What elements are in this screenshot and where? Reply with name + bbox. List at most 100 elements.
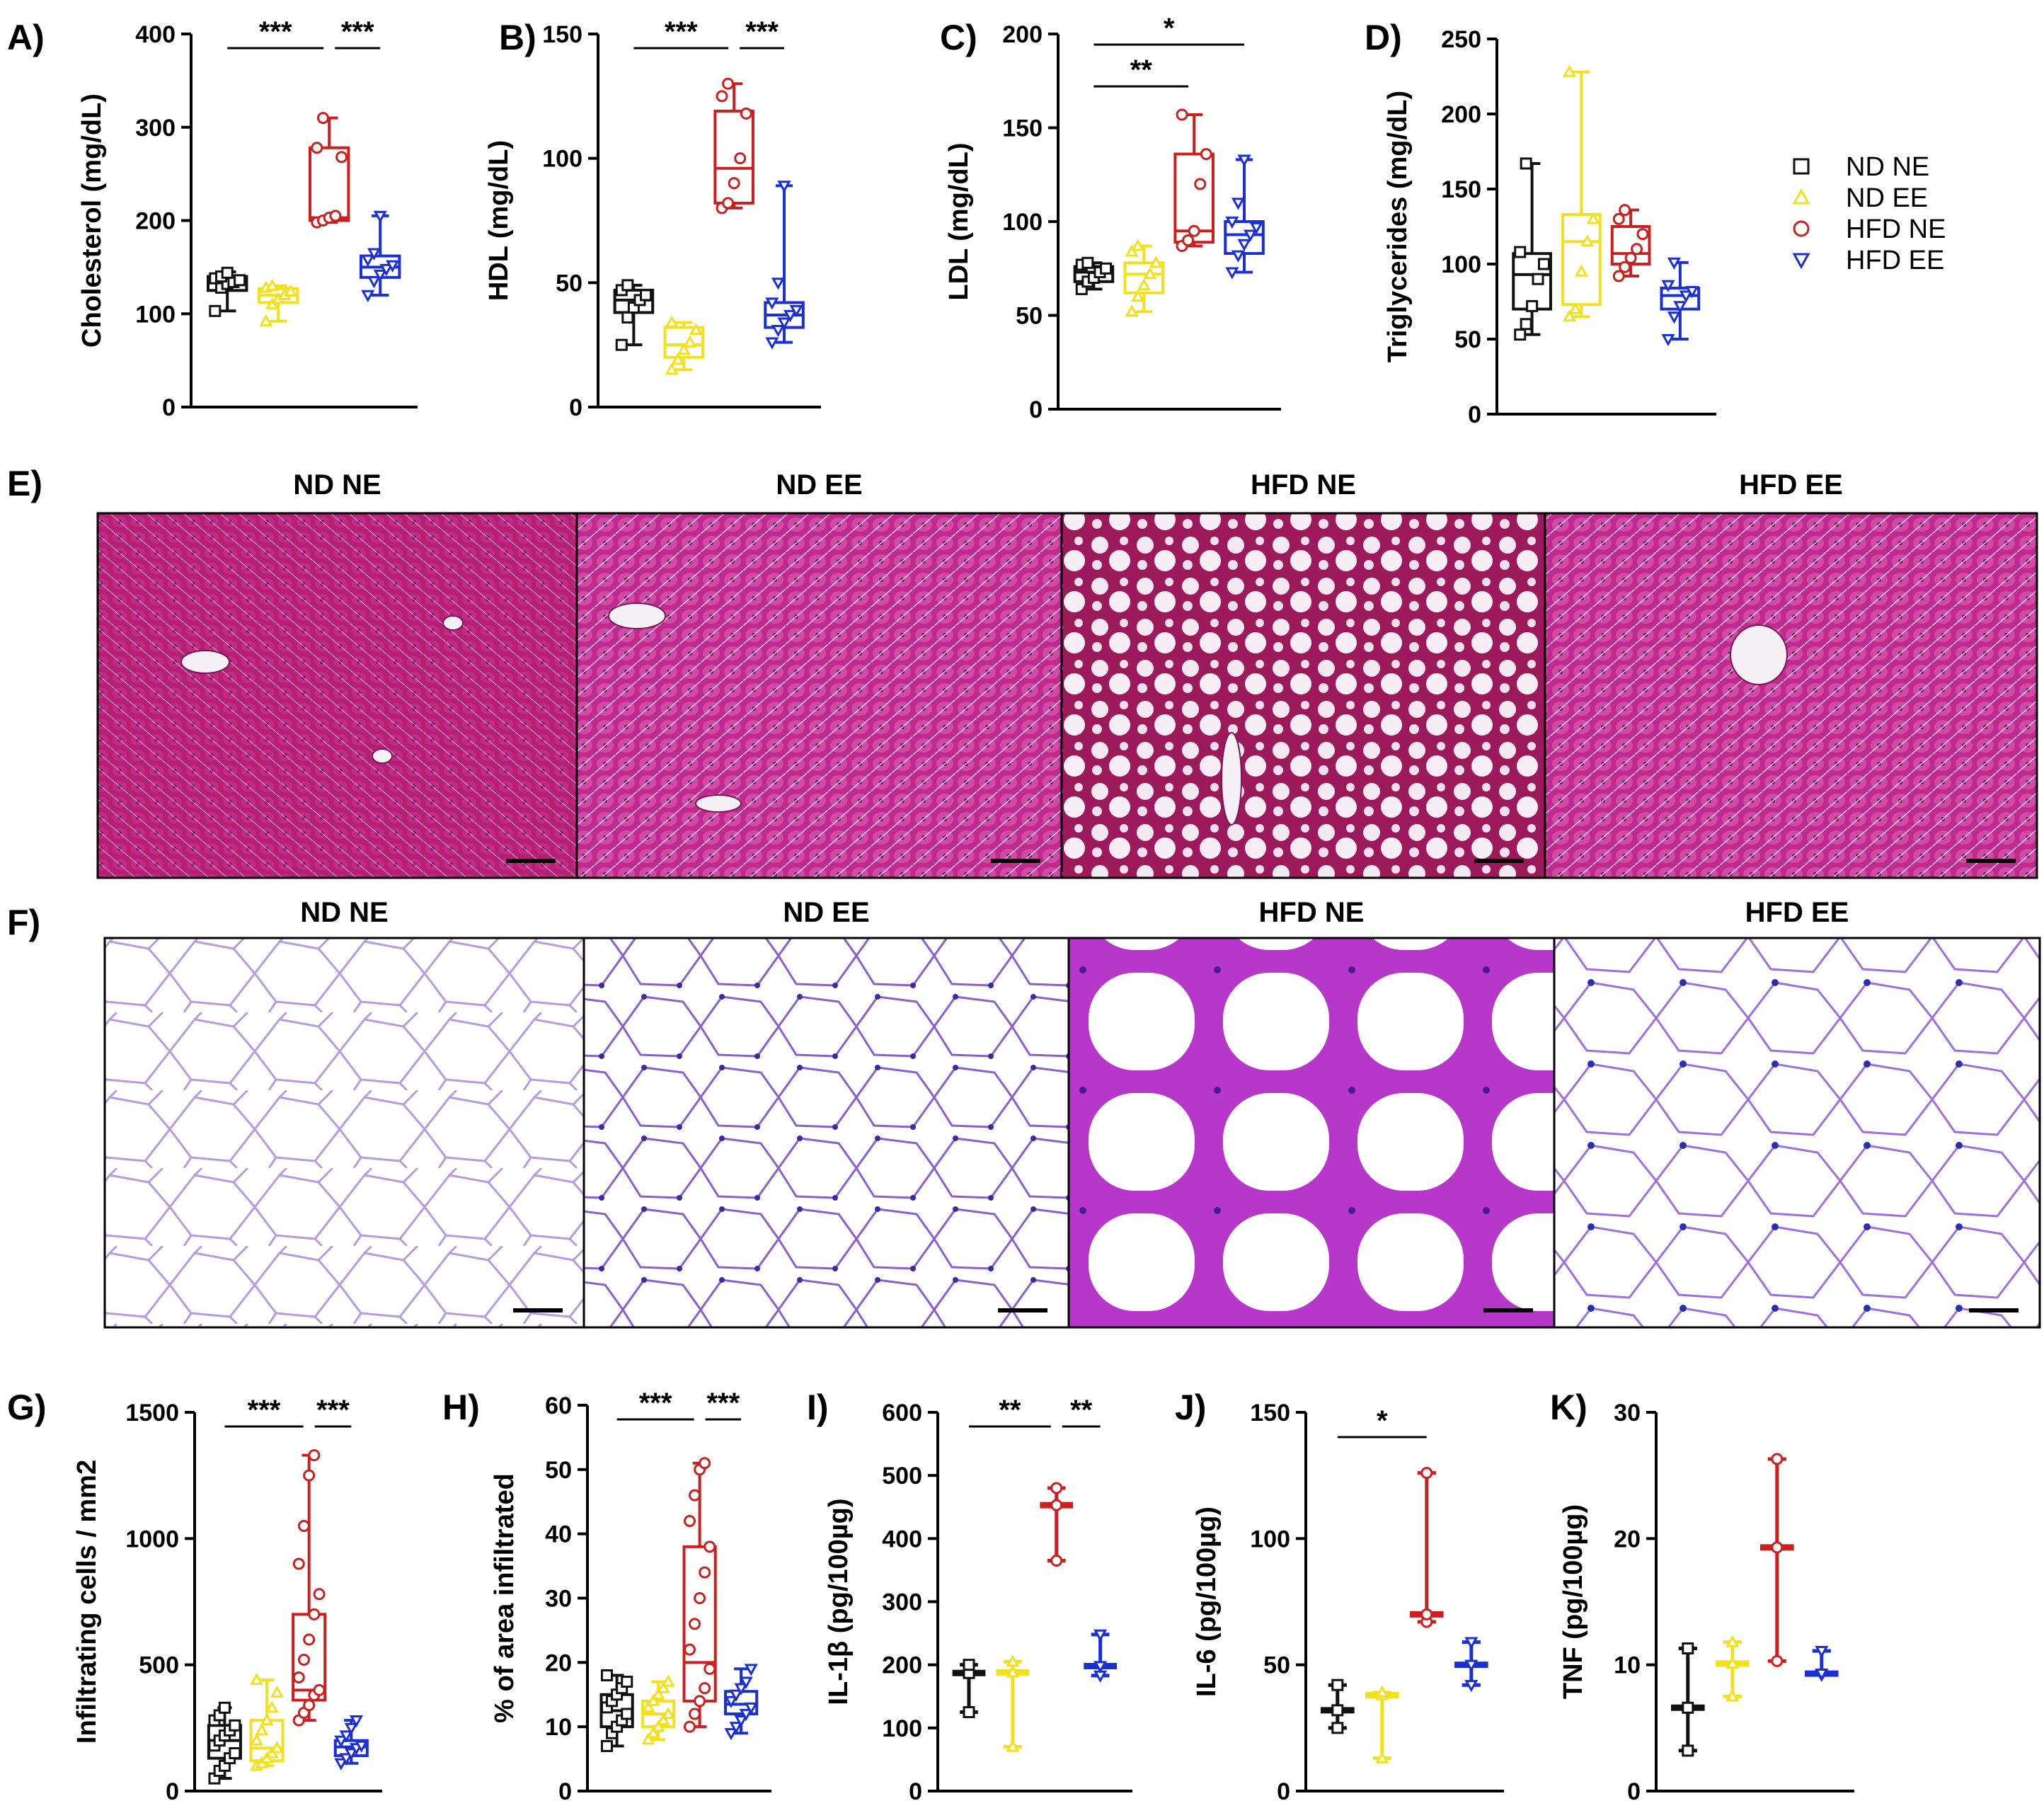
y-tick-label: 500 <box>882 1463 922 1489</box>
y-tick-label: 60 <box>545 1392 572 1419</box>
chart-panel-j: J) 0 50 100 150 IL-6 (pg/100µg) * <box>1175 1388 1504 1805</box>
data-point <box>1331 1722 1344 1734</box>
group-hfd-ee <box>1224 154 1265 280</box>
data-point <box>1771 1541 1784 1554</box>
y-tick-label: 300 <box>135 115 176 142</box>
data-point <box>600 1669 613 1681</box>
data-point <box>1815 1669 1829 1681</box>
chart-panel-i: I) 0 100 200 300 400 500 600 IL-1β (pg/100µg) ** *… <box>807 1388 1132 1805</box>
data-point <box>1726 1635 1740 1647</box>
micrograph-nd-ne <box>96 512 578 879</box>
column-title: HFD EE <box>1745 897 1849 928</box>
y-tick-label: 100 <box>1250 1526 1290 1552</box>
group-hfd-ne <box>1610 204 1651 282</box>
data-point <box>621 1708 633 1720</box>
data-point <box>367 248 381 261</box>
data-point <box>683 1643 696 1656</box>
data-point <box>716 90 728 103</box>
y-tick-label: 150 <box>1002 115 1043 142</box>
data-point <box>722 197 735 210</box>
data-point <box>963 1659 975 1671</box>
data-point <box>367 276 381 289</box>
significance-label: ** <box>1130 55 1153 86</box>
data-point <box>1100 262 1113 275</box>
data-point <box>765 337 779 350</box>
data-point <box>259 314 273 326</box>
data-point <box>1137 278 1151 291</box>
data-point <box>1188 224 1200 237</box>
y-tick-label: 10 <box>545 1714 572 1741</box>
group-hfd-ne <box>1040 1482 1074 1567</box>
data-point <box>777 181 791 193</box>
vessel-lumen <box>180 650 230 674</box>
data-point <box>640 289 653 302</box>
y-tick-label: 100 <box>542 146 582 173</box>
data-point <box>1568 302 1583 314</box>
data-point <box>704 1540 716 1553</box>
data-point <box>1420 1467 1433 1480</box>
data-point <box>1682 1642 1694 1654</box>
y-tick-label: 200 <box>882 1652 922 1679</box>
y-axis-label: Cholesterol (mg/dL) <box>77 93 107 348</box>
data-point <box>373 210 387 224</box>
y-tick-label: 0 <box>1277 1778 1290 1805</box>
y-tick-label: 100 <box>882 1715 922 1742</box>
y-tick-label: 30 <box>545 1586 572 1613</box>
data-point <box>1537 258 1550 270</box>
y-tick-label: 200 <box>135 208 176 235</box>
data-point <box>1231 250 1246 263</box>
y-tick-label: 30 <box>1614 1400 1641 1426</box>
data-point <box>722 77 735 90</box>
y-tick-label: 50 <box>1016 303 1043 330</box>
data-point <box>329 210 342 222</box>
group-hfd-ne <box>1173 108 1215 252</box>
data-point <box>1661 280 1675 292</box>
data-point <box>1081 256 1094 269</box>
data-point <box>1464 1680 1479 1693</box>
data-point <box>361 254 375 267</box>
y-tick-label: 0 <box>1029 396 1043 423</box>
y-axis-label: LDL (mg/dL) <box>944 142 974 300</box>
group-nd-ee <box>258 278 299 326</box>
y-axis-label: IL-6 (pg/100µg) <box>1192 1506 1222 1697</box>
data-point <box>379 263 394 277</box>
group-nd-ne <box>207 266 248 317</box>
group-nd-ne <box>1671 1642 1705 1757</box>
data-point <box>765 297 779 310</box>
data-point <box>344 1722 358 1735</box>
group-hfd-ee <box>1084 1629 1117 1683</box>
y-tick-label: 300 <box>882 1589 922 1616</box>
data-point <box>1726 1656 1740 1669</box>
data-point <box>744 1702 758 1715</box>
group-nd-ne <box>1321 1678 1355 1734</box>
data-point <box>1237 154 1251 167</box>
image-panel-e: E) ND NE ND EE HFD NE HFD EE <box>7 464 2038 879</box>
vessel-lumen <box>372 748 393 764</box>
data-point <box>386 260 400 273</box>
data-point <box>265 297 280 310</box>
group-hfd-ee <box>764 181 805 350</box>
data-point <box>1225 267 1239 280</box>
data-point <box>308 1449 321 1462</box>
data-point <box>292 1671 305 1683</box>
data-point <box>771 324 786 338</box>
data-point <box>1194 178 1207 190</box>
group-hfd-ee <box>333 1715 369 1771</box>
data-point <box>250 1733 264 1746</box>
y-tick-label: 0 <box>569 394 582 421</box>
data-point <box>1580 234 1595 247</box>
group-hfd-ee <box>360 210 401 302</box>
data-point <box>1682 1701 1694 1714</box>
micrograph-hfd-ne <box>1067 937 1556 1329</box>
data-point <box>665 362 679 375</box>
y-axis-label: % of area infiltrated <box>490 1473 519 1723</box>
micrograph-nd-ne <box>103 937 585 1329</box>
data-point <box>1176 108 1188 121</box>
data-point <box>729 1722 743 1734</box>
y-tick-label: 100 <box>1441 251 1481 278</box>
significance-label: ** <box>1070 1395 1093 1426</box>
panel-label: A) <box>7 18 45 57</box>
group-nd-ee <box>663 315 705 375</box>
